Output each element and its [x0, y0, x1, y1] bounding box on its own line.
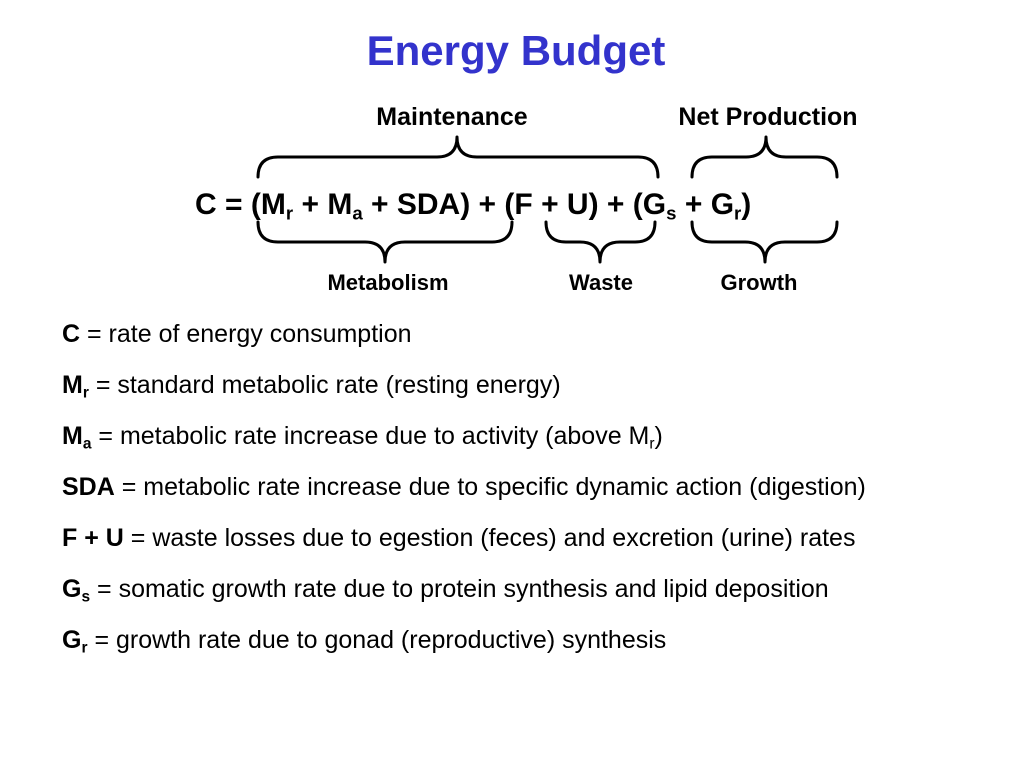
definition-term: SDA [62, 473, 115, 501]
definition-text: = metabolic rate increase due to specifi… [114, 473, 866, 501]
definition-text: = growth rate due to gonad (reproductive… [87, 626, 667, 654]
eq-consumption: C [195, 188, 217, 221]
growth-label: Growth [720, 270, 798, 295]
metabolism-brace [256, 220, 514, 264]
metabolism-label: Metabolism [327, 270, 449, 295]
definition-text: = somatic growth rate due to protein syn… [90, 575, 829, 603]
growth-brace [690, 220, 839, 264]
definition-term: G [62, 626, 82, 654]
maintenance-brace [256, 135, 660, 179]
definition-text: = rate of energy consumption [80, 320, 412, 348]
eq-sda: SDA [396, 188, 461, 221]
net-production-brace [690, 135, 839, 179]
definition-item: Ma = metabolic rate increase due to acti… [62, 422, 663, 453]
maintenance-label: Maintenance [376, 103, 528, 131]
eq-waste: (F + U) [504, 188, 599, 221]
waste-brace [544, 220, 657, 264]
definition-text: = metabolic rate increase due to activit… [91, 422, 650, 450]
net-production-label: Net Production [678, 103, 858, 131]
eq-gr: Gr [710, 188, 742, 224]
energy-budget-equation: C = (Mr + Ma + SDA) + (F + U) + (Gs + Gr… [195, 188, 752, 224]
eq-ma: Ma [327, 188, 363, 224]
definition-text: = standard metabolic rate (resting energ… [88, 371, 561, 399]
slide-title: Energy Budget [366, 27, 666, 74]
definition-term: M [62, 422, 83, 450]
waste-label: Waste [569, 270, 633, 295]
definition-term: F + U [62, 524, 124, 552]
definition-item: F + U = waste losses due to egestion (fe… [62, 526, 866, 577]
definition-text: = waste losses due to egestion (feces) a… [123, 524, 856, 552]
eq-mr: Mr [260, 188, 294, 224]
definition-term: M [62, 371, 83, 399]
definition-item: Mr = standard metabolic rate (resting en… [62, 371, 561, 402]
definition-item: Gs = somatic growth rate due to protein … [62, 575, 829, 606]
definition-item: Gr = growth rate due to gonad (reproduct… [62, 626, 667, 657]
eq-gs: Gs [642, 188, 677, 224]
definition-list: C = rate of energy consumption Mr = stan… [62, 322, 866, 679]
definition-term: G [62, 575, 82, 603]
definition-item: SDA = metabolic rate increase due to spe… [62, 475, 866, 526]
definition-item: C = rate of energy consumption [62, 322, 866, 373]
definition-term: C [62, 320, 81, 348]
